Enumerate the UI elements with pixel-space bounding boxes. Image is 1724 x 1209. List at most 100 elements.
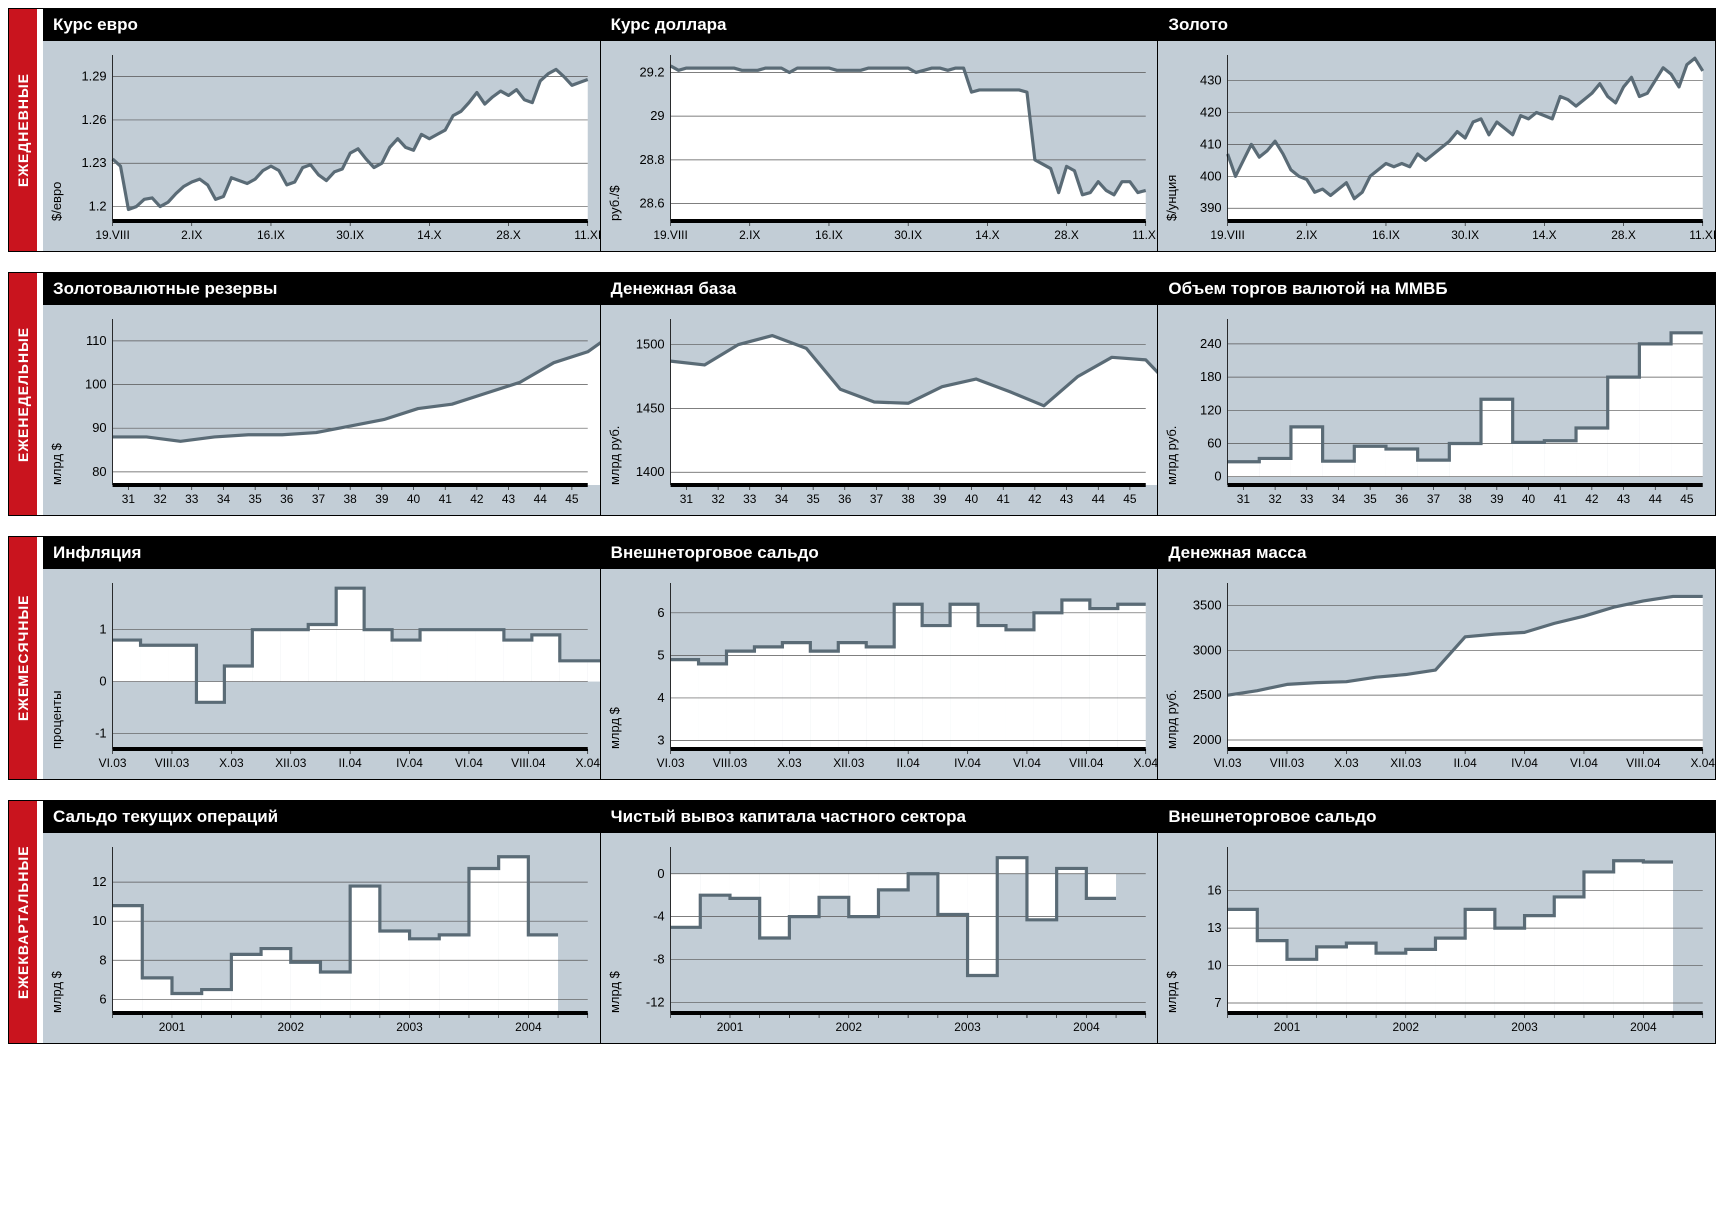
svg-text:2004: 2004: [1630, 1020, 1657, 1034]
svg-text:41: 41: [1554, 492, 1568, 506]
svg-text:45: 45: [1681, 492, 1695, 506]
svg-text:14.X: 14.X: [975, 228, 1000, 242]
row-label: ЕЖЕНЕДЕЛЬНЫЕ: [9, 273, 37, 515]
svg-text:37: 37: [312, 492, 326, 506]
svg-text:420: 420: [1200, 104, 1222, 119]
svg-text:руб./$: руб./$: [607, 185, 622, 221]
svg-text:42: 42: [1586, 492, 1600, 506]
svg-text:34: 34: [1332, 492, 1346, 506]
svg-text:0: 0: [657, 866, 664, 881]
chart-title: Внешнеторговое сальдо: [1158, 801, 1715, 833]
svg-text:32: 32: [1269, 492, 1283, 506]
svg-text:43: 43: [1617, 492, 1631, 506]
svg-text:6: 6: [99, 991, 106, 1006]
svg-text:37: 37: [1427, 492, 1441, 506]
svg-text:35: 35: [249, 492, 263, 506]
svg-text:39: 39: [375, 492, 389, 506]
svg-text:$/унция: $/унция: [1164, 175, 1179, 221]
svg-text:13: 13: [1208, 920, 1222, 935]
svg-text:1: 1: [99, 622, 106, 637]
svg-text:31: 31: [1237, 492, 1251, 506]
svg-text:16.IX: 16.IX: [815, 228, 843, 242]
chart-cell: Золотовалютные резервы809010011031323334…: [43, 273, 600, 515]
svg-text:5: 5: [657, 647, 664, 662]
chart-plot: 6810122001200220032004млрд $: [43, 833, 600, 1043]
chart-title: Внешнеторговое сальдо: [601, 537, 1158, 569]
chart-row: ЕЖЕДНЕВНЫЕКурс евро1.21.231.261.2919.VII…: [8, 8, 1716, 252]
svg-text:X.03: X.03: [777, 756, 802, 770]
chart-cell: Сальдо текущих операций68101220012002200…: [43, 801, 600, 1043]
chart-title: Денежная база: [601, 273, 1158, 305]
svg-text:IV.04: IV.04: [1512, 756, 1539, 770]
svg-text:12: 12: [92, 874, 106, 889]
chart-title: Объем торгов валютой на ММВБ: [1158, 273, 1715, 305]
svg-text:X.03: X.03: [1334, 756, 1359, 770]
svg-text:X.04: X.04: [575, 756, 599, 770]
svg-text:1.23: 1.23: [81, 155, 106, 170]
svg-text:44: 44: [1091, 492, 1105, 506]
chart-cell: Внешнеторговое сальдо3456VI.03VIII.03X.0…: [600, 537, 1158, 779]
svg-text:19.VIII: 19.VIII: [1211, 228, 1245, 242]
svg-text:IV.04: IV.04: [396, 756, 423, 770]
svg-text:39: 39: [933, 492, 947, 506]
chart-cell: Внешнеторговое сальдо7101316200120022003…: [1157, 801, 1715, 1043]
svg-text:41: 41: [996, 492, 1010, 506]
svg-text:X.04: X.04: [1691, 756, 1715, 770]
row-label: ЕЖЕМЕСЯЧНЫЕ: [9, 537, 37, 779]
svg-text:VI.04: VI.04: [1013, 756, 1041, 770]
svg-text:0: 0: [99, 674, 106, 689]
svg-text:2000: 2000: [1193, 732, 1222, 747]
svg-text:38: 38: [901, 492, 915, 506]
svg-text:II.04: II.04: [896, 756, 920, 770]
chart-plot: 1400145015003132333435363738394041424344…: [601, 305, 1158, 515]
svg-text:34: 34: [774, 492, 788, 506]
chart-cell: Чистый вывоз капитала частного сектора-1…: [600, 801, 1158, 1043]
svg-text:VIII.04: VIII.04: [511, 756, 546, 770]
svg-text:32: 32: [711, 492, 725, 506]
svg-text:млрд руб.: млрд руб.: [1164, 426, 1179, 485]
svg-text:34: 34: [217, 492, 231, 506]
svg-text:-12: -12: [646, 994, 665, 1009]
svg-text:4: 4: [657, 690, 664, 705]
svg-text:3: 3: [657, 732, 664, 747]
svg-text:VI.04: VI.04: [1570, 756, 1598, 770]
svg-text:44: 44: [534, 492, 548, 506]
chart-row: ЕЖЕМЕСЯЧНЫЕИнфляция-101VI.03VIII.03X.03X…: [8, 536, 1716, 780]
svg-text:млрд $: млрд $: [607, 971, 622, 1013]
svg-text:2003: 2003: [954, 1020, 981, 1034]
svg-text:33: 33: [743, 492, 757, 506]
svg-text:120: 120: [1200, 402, 1222, 417]
svg-text:35: 35: [1364, 492, 1378, 506]
svg-text:44: 44: [1649, 492, 1663, 506]
svg-text:100: 100: [85, 376, 107, 391]
svg-text:VIII.04: VIII.04: [1626, 756, 1661, 770]
svg-text:1.26: 1.26: [81, 112, 106, 127]
svg-text:43: 43: [502, 492, 516, 506]
charts-container: Золотовалютные резервы809010011031323334…: [37, 273, 1715, 515]
svg-text:8: 8: [99, 952, 106, 967]
svg-text:3000: 3000: [1193, 642, 1222, 657]
svg-text:28.X: 28.X: [1612, 228, 1637, 242]
chart-plot: -12-8-402001200220032004млрд $: [601, 833, 1158, 1043]
svg-text:16.IX: 16.IX: [1372, 228, 1400, 242]
chart-title: Золотовалютные резервы: [43, 273, 600, 305]
svg-text:29: 29: [650, 108, 664, 123]
svg-text:$/евро: $/евро: [49, 182, 64, 221]
svg-text:7: 7: [1215, 995, 1222, 1010]
svg-text:29.2: 29.2: [639, 64, 664, 79]
svg-text:2002: 2002: [1393, 1020, 1420, 1034]
svg-text:40: 40: [1522, 492, 1536, 506]
svg-text:0: 0: [1215, 469, 1222, 484]
chart-row: ЕЖЕНЕДЕЛЬНЫЕЗолотовалютные резервы809010…: [8, 272, 1716, 516]
svg-text:45: 45: [565, 492, 579, 506]
svg-text:11.XI: 11.XI: [1132, 228, 1157, 242]
chart-row: ЕЖЕКВАРТАЛЬНЫЕСальдо текущих операций681…: [8, 800, 1716, 1044]
svg-text:400: 400: [1200, 168, 1222, 183]
svg-text:37: 37: [870, 492, 884, 506]
svg-text:IV.04: IV.04: [954, 756, 981, 770]
svg-text:-8: -8: [653, 951, 664, 966]
svg-text:33: 33: [185, 492, 199, 506]
svg-text:VIII.03: VIII.03: [712, 756, 747, 770]
svg-text:VIII.04: VIII.04: [1069, 756, 1104, 770]
row-label: ЕЖЕДНЕВНЫЕ: [9, 9, 37, 251]
